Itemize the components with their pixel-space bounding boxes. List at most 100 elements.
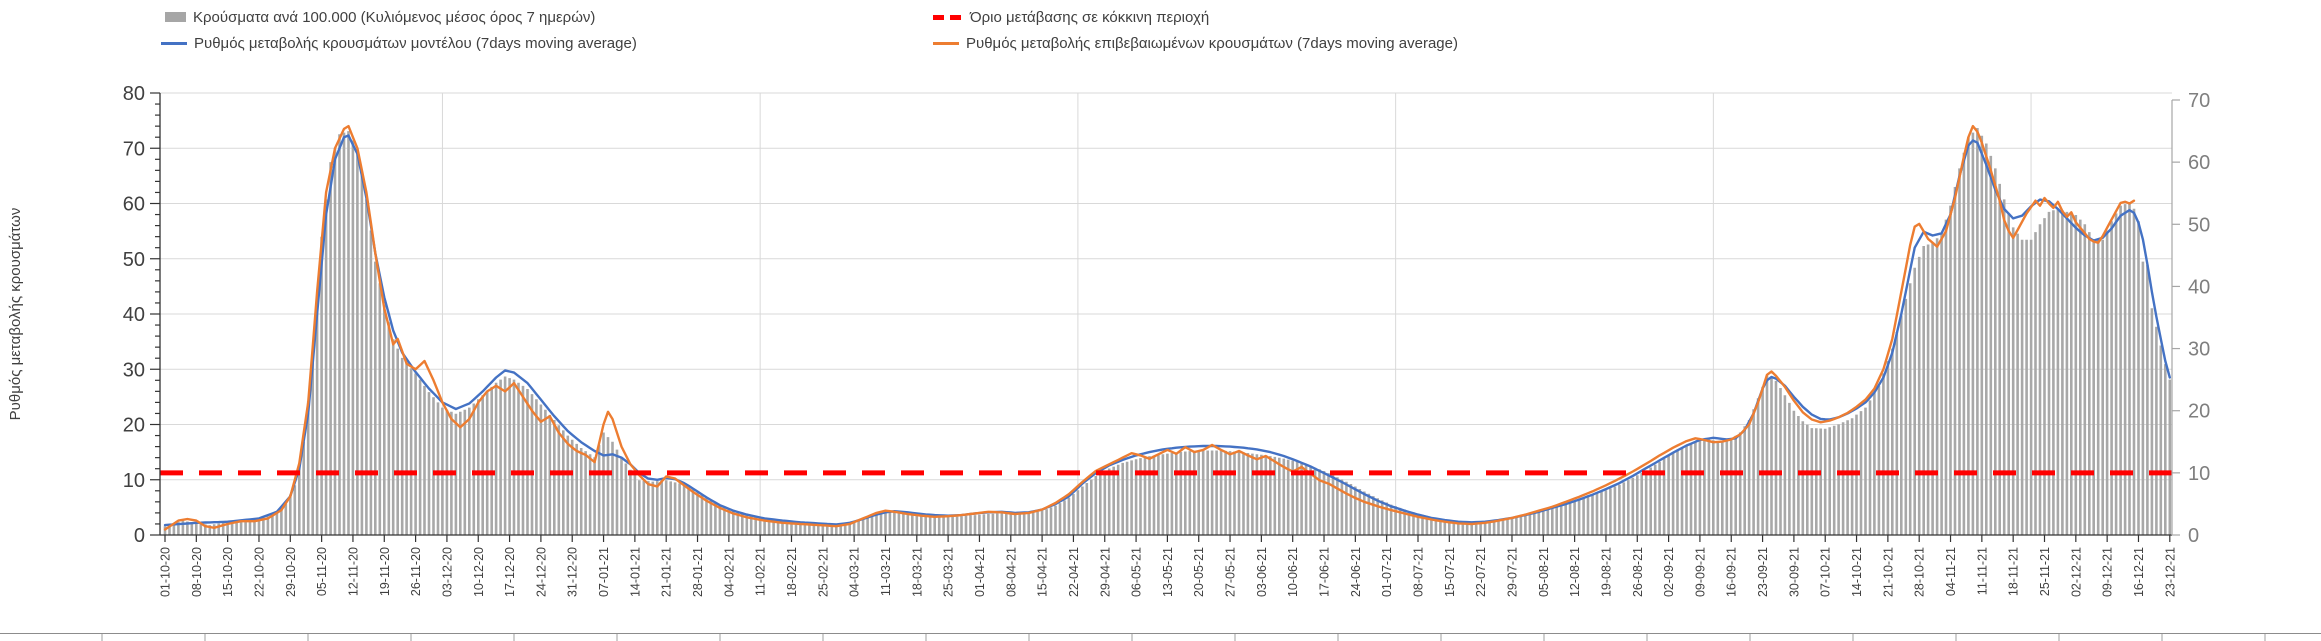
x-axis-tick-label: 09-09-21 (1693, 547, 1707, 597)
x-axis-tick-label: 23-12-21 (2163, 547, 2177, 597)
x-axis-tick-label: 05-08-21 (1537, 547, 1551, 597)
right-axis-tick-label: 0 (2188, 525, 2199, 547)
x-axis-tick-label: 19-08-21 (1599, 547, 1613, 597)
x-axis-tick-label: 02-09-21 (1662, 547, 1676, 597)
left-axis-tick-label: 30 (123, 359, 145, 381)
x-axis-tick-label: 14-10-21 (1850, 547, 1864, 597)
legend-label-model-rate: Ρυθμός μεταβολής κρουσμάτων μοντέλου (7d… (194, 34, 637, 52)
x-axis-tick-label: 25-11-21 (2038, 547, 2052, 596)
x-axis-tick-label: 26-11-20 (409, 547, 423, 596)
x-axis-tick-label: 29-04-21 (1098, 547, 1112, 597)
x-axis-tick-label: 02-12-21 (2069, 547, 2083, 597)
x-axis-tick-label: 01-07-21 (1380, 547, 1394, 597)
x-axis-tick-label: 07-01-21 (597, 547, 611, 597)
x-axis-tick-label: 24-06-21 (1349, 547, 1363, 597)
x-axis-tick-label: 20-05-21 (1192, 547, 1206, 597)
legend-item-model-rate[interactable]: Ρυθμός μεταβολής κρουσμάτων μοντέλου (7d… (161, 34, 637, 52)
bars-series (163, 128, 2172, 535)
x-axis-tick-label: 21-01-21 (660, 547, 674, 597)
x-axis-tick-label: 31-12-20 (566, 547, 580, 597)
x-axis-tick-label: 05-11-20 (315, 547, 329, 596)
legend-item-confirmed-rate[interactable]: Ρυθμός μεταβολής επιβεβαιωμένων κρουσμάτ… (933, 34, 1458, 52)
x-axis-tick-label: 11-11-21 (1975, 547, 1989, 595)
x-axis-tick-label: 22-07-21 (1474, 547, 1488, 597)
x-axis-tick-label: 24-12-20 (534, 547, 548, 597)
x-axis-tick-label: 04-02-21 (722, 547, 736, 597)
x-axis-tick-label: 18-03-21 (910, 547, 924, 597)
legend-label-cases-bars: Κρούσματα ανά 100.000 (Κυλιόμενος μέσος … (193, 8, 596, 26)
right-axis-tick-label: 20 (2188, 401, 2210, 423)
x-axis-tick-label: 04-11-21 (1944, 547, 1958, 596)
left-axis-tick-label: 80 (123, 83, 145, 105)
x-axis-tick-label: 21-10-21 (1881, 547, 1895, 597)
y-axis-title: Ρυθμός μεταβολής κρουσμάτων (7, 208, 24, 421)
x-axis-tick-label: 01-10-20 (159, 547, 173, 597)
x-axis-tick-label: 15-10-20 (221, 547, 235, 597)
left-axis-tick-label: 10 (123, 470, 145, 492)
x-axis-tick-label: 17-06-21 (1318, 547, 1332, 597)
x-axis-tick-label: 22-10-20 (253, 547, 267, 597)
spreadsheet-row (0, 633, 2321, 641)
x-axis-tick-label: 13-05-21 (1161, 547, 1175, 597)
x-axis-tick-label: 16-12-21 (2132, 547, 2146, 597)
x-axis-tick-label: 15-04-21 (1036, 547, 1050, 597)
right-axis-tick-label: 10 (2188, 463, 2210, 485)
left-axis-tick-label: 50 (123, 249, 145, 271)
x-axis-tick-label: 28-10-21 (1913, 547, 1927, 597)
x-axis-tick-label: 11-03-21 (879, 547, 893, 596)
confirmed-rate-line (163, 124, 2136, 531)
left-axis-tick-label: 20 (123, 415, 145, 437)
x-axis-tick-label: 08-04-21 (1004, 547, 1018, 597)
x-axis-tick-label: 27-05-21 (1224, 547, 1238, 597)
x-axis-tick-label: 01-04-21 (973, 547, 987, 597)
x-axis-tick-label: 26-08-21 (1631, 547, 1645, 597)
confirmed-line-swatch-icon (933, 41, 959, 45)
left-axis-tick-label: 70 (123, 138, 145, 160)
x-axis-tick-label: 12-11-20 (346, 547, 360, 596)
x-axis-tick-label: 30-09-21 (1787, 547, 1801, 597)
legend-item-cases-bars[interactable]: Κρούσματα ανά 100.000 (Κυλιόμενος μέσος … (165, 8, 595, 26)
left-axis-tick-label: 0 (134, 525, 145, 547)
model-line-swatch-icon (161, 41, 187, 45)
x-axis-tick-label: 09-12-21 (2101, 547, 2115, 597)
x-axis-tick-label: 29-07-21 (1506, 547, 1520, 597)
legend-label-red-threshold: Όριο μετάβασης σε κόκκινη περιοχή (970, 8, 1210, 26)
right-axis-tick-label: 50 (2188, 214, 2210, 236)
x-axis-tick-label: 03-06-21 (1255, 547, 1269, 597)
x-axis-tick-label: 04-03-21 (848, 547, 862, 597)
legend-item-red-threshold[interactable]: Όριο μετάβασης σε κόκκινη περιοχή (933, 8, 1209, 26)
left-axis-tick-label: 40 (123, 304, 145, 326)
x-axis-tick-label: 29-10-20 (284, 547, 298, 597)
left-axis-tick-label: 60 (123, 194, 145, 216)
x-axis-tick-label: 19-11-20 (378, 547, 392, 596)
x-axis-tick-label: 22-04-21 (1067, 547, 1081, 597)
x-axis-tick-label: 28-01-21 (691, 547, 705, 597)
right-axis-tick-label: 60 (2188, 152, 2210, 174)
right-axis-tick-label: 30 (2188, 339, 2210, 361)
x-axis-tick-label: 18-11-21 (2007, 547, 2021, 596)
x-axis-tick-label: 15-07-21 (1443, 547, 1457, 597)
threshold-line-swatch-icon (933, 14, 963, 20)
x-axis-tick-label: 25-02-21 (816, 547, 830, 597)
legend-label-confirmed-rate: Ρυθμός μεταβολής επιβεβαιωμένων κρουσμάτ… (966, 34, 1458, 52)
x-axis-tick-label: 18-02-21 (785, 547, 799, 597)
x-axis-tick-label: 07-10-21 (1819, 547, 1833, 597)
x-axis-tick-label: 03-12-20 (440, 547, 454, 597)
x-axis-tick-label: 14-01-21 (628, 547, 642, 597)
right-axis-tick-label: 70 (2188, 90, 2210, 112)
bar-series-swatch-icon (165, 12, 186, 22)
x-axis-tick-label: 10-12-20 (472, 547, 486, 597)
x-axis-tick-label: 11-02-21 (754, 547, 768, 596)
x-axis-tick-label: 06-05-21 (1130, 547, 1144, 597)
right-axis-tick-label: 40 (2188, 276, 2210, 298)
x-axis-tick-label: 08-10-20 (190, 547, 204, 597)
x-axis-tick-label: 10-06-21 (1286, 547, 1300, 597)
x-axis-tick-label: 08-07-21 (1412, 547, 1426, 597)
x-axis-tick-label: 12-08-21 (1568, 547, 1582, 597)
x-axis-tick-label: 25-03-21 (942, 547, 956, 597)
x-axis-tick-label: 17-12-20 (503, 547, 517, 597)
x-axis-tick-label: 23-09-21 (1756, 547, 1770, 597)
x-axis-tick-label: 16-09-21 (1725, 547, 1739, 597)
